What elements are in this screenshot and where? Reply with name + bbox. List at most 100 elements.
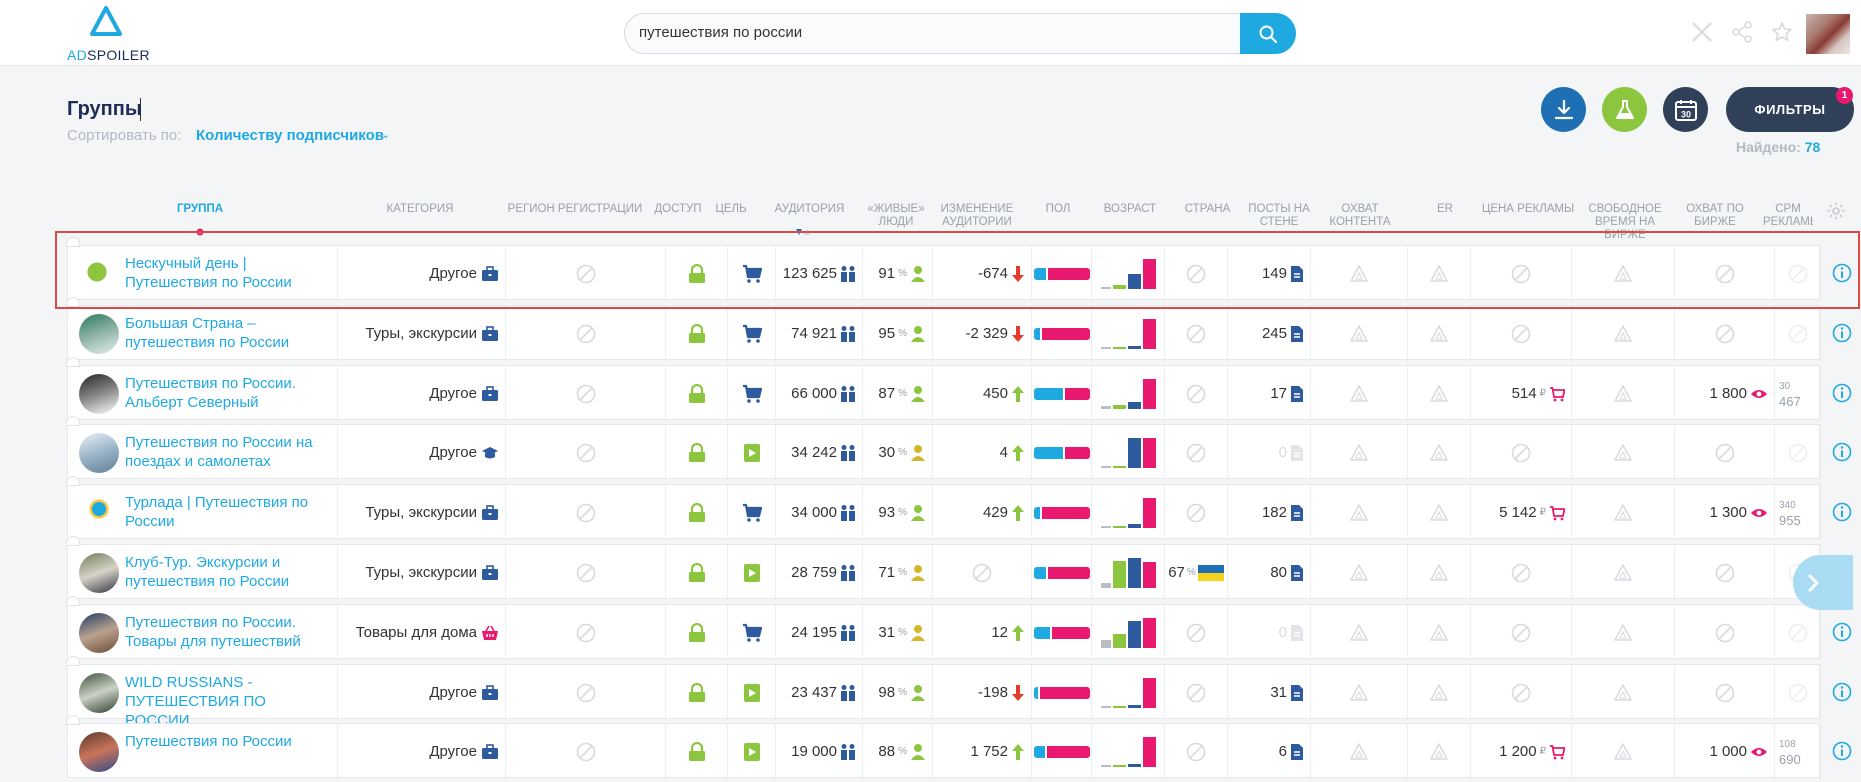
- settings-gear-icon[interactable]: [1826, 201, 1846, 221]
- group-name-link[interactable]: Большая Страна – путешествия по России: [125, 315, 290, 351]
- unavailable-triangle-icon: [1614, 264, 1632, 282]
- column-group[interactable]: Группа: [176, 203, 224, 215]
- avatar[interactable]: [1806, 14, 1850, 54]
- person-icon: [911, 265, 925, 282]
- column-category[interactable]: Категория: [386, 203, 454, 215]
- column-region[interactable]: Регион регистрации: [507, 203, 643, 215]
- row-tab-handle[interactable]: [66, 416, 80, 426]
- unavailable-triangle-icon: [1430, 742, 1448, 760]
- row-tab-handle[interactable]: [66, 656, 80, 666]
- group-name-link[interactable]: Турлада | Путешествия по России: [125, 494, 309, 530]
- group-avatar[interactable]: [79, 374, 119, 414]
- group-name-link[interactable]: Путешествия по России. Альберт Северный: [125, 375, 296, 411]
- share-icon[interactable]: [1730, 20, 1754, 44]
- row-tab-handle[interactable]: [66, 237, 80, 247]
- post-icon: [1291, 325, 1303, 342]
- person-icon: [911, 743, 925, 760]
- table-cell: [1032, 485, 1092, 540]
- column-live-people[interactable]: «Живые» люди: [867, 203, 925, 228]
- info-button[interactable]: [1832, 682, 1852, 702]
- adspoiler-logo[interactable]: ADSPOILER: [67, 6, 153, 63]
- row-tab-handle[interactable]: [66, 596, 80, 606]
- unavailable-triangle-icon: [1430, 384, 1448, 402]
- column-goal[interactable]: Цель: [715, 203, 747, 215]
- info-button[interactable]: [1832, 502, 1852, 522]
- info-button[interactable]: [1832, 263, 1852, 283]
- post-icon: [1291, 684, 1303, 701]
- unavailable-triangle-icon: [1350, 324, 1368, 342]
- arrow-down-icon: [1012, 325, 1024, 342]
- table-cell: Большая Страна – путешествия по России: [68, 306, 338, 361]
- group-avatar[interactable]: [79, 493, 119, 533]
- info-button[interactable]: [1832, 383, 1852, 403]
- close-icon[interactable]: [1690, 20, 1714, 44]
- column-audience-change[interactable]: Изменение аудитории: [940, 203, 1014, 228]
- column-exchange-reach[interactable]: Охват по бирже: [1686, 203, 1744, 228]
- search-button[interactable]: [1240, 13, 1296, 54]
- group-name-link[interactable]: WILD RUSSIANS - ПУТЕШЕСТВИЯ ПО РОССИИ: [125, 674, 266, 729]
- group-name-link[interactable]: Путешествия по России: [125, 733, 292, 750]
- table-cell: [1092, 246, 1165, 301]
- group-name-link[interactable]: Путешествия по России на поездах и самол…: [125, 434, 313, 470]
- group-avatar[interactable]: [79, 254, 119, 294]
- column-access[interactable]: Доступ: [654, 203, 702, 215]
- column-cpm[interactable]: CPM рекламы: [1763, 203, 1813, 228]
- star-icon[interactable]: [1770, 20, 1794, 44]
- chevron-down-icon[interactable]: ⌄: [381, 129, 391, 141]
- age-bar: [1112, 284, 1126, 289]
- group-avatar[interactable]: [79, 732, 119, 772]
- table-cell: [1311, 724, 1408, 779]
- group-avatar[interactable]: [79, 553, 119, 593]
- table-cell: [728, 366, 776, 421]
- calendar-button[interactable]: 30: [1663, 87, 1708, 132]
- flask-button[interactable]: [1602, 87, 1647, 132]
- group-avatar[interactable]: [79, 433, 119, 473]
- percent-sign: %: [898, 687, 907, 698]
- group-name-link[interactable]: Клуб-Тур. Экскурсии и путешествия по Рос…: [125, 554, 290, 590]
- search-input[interactable]: [639, 24, 1239, 41]
- exchange-reach: 1 800: [1709, 385, 1747, 402]
- group-avatar[interactable]: [79, 613, 119, 653]
- disabled-icon: [1186, 443, 1206, 462]
- table-cell: [1092, 306, 1165, 361]
- column-audience[interactable]: Аудитория: [774, 203, 845, 215]
- info-button[interactable]: [1832, 741, 1852, 761]
- row-tab-handle[interactable]: [66, 297, 80, 307]
- row-tab-handle[interactable]: [66, 536, 80, 546]
- gender-female-bar: [1042, 506, 1090, 519]
- column-gender[interactable]: Пол: [1045, 203, 1071, 215]
- info-button[interactable]: [1832, 442, 1852, 462]
- unavailable-triangle-icon: [1350, 503, 1368, 521]
- person-icon: [911, 385, 925, 402]
- info-button[interactable]: [1832, 323, 1852, 343]
- filters-button[interactable]: ФИЛЬТРЫ: [1726, 87, 1854, 132]
- group-name-link[interactable]: Нескучный день | Путешествия по России: [125, 255, 292, 291]
- group-avatar[interactable]: [79, 673, 119, 713]
- category: Туры, экскурсии: [365, 325, 499, 342]
- info-button[interactable]: [1832, 622, 1852, 642]
- country-percent: 67: [1168, 564, 1185, 581]
- table-cell: Путешествия по России. Товары для путеше…: [68, 605, 338, 660]
- row-tab-handle[interactable]: [66, 715, 80, 725]
- group-avatar[interactable]: [79, 314, 119, 354]
- column-wall-posts[interactable]: Посты на стене: [1248, 203, 1310, 228]
- sort-dropdown[interactable]: Количеству подписчиков: [196, 127, 384, 144]
- cpm-value: 30 467: [1775, 379, 1801, 409]
- disabled-icon: [1715, 443, 1734, 462]
- table-cell: [506, 485, 666, 540]
- row-tab-handle[interactable]: [66, 476, 80, 486]
- group-name-link[interactable]: Путешествия по России. Товары для путеше…: [125, 614, 301, 650]
- table-cell: [1775, 425, 1821, 480]
- column-ad-price[interactable]: Цена рекламы: [1481, 203, 1575, 215]
- row-tab-handle[interactable]: [66, 357, 80, 367]
- column-er[interactable]: ER: [1437, 203, 1453, 215]
- column-age[interactable]: Возраст: [1103, 203, 1157, 215]
- scroll-right-button[interactable]: [1793, 555, 1853, 610]
- person-icon: [911, 564, 925, 581]
- download-button[interactable]: [1541, 87, 1586, 132]
- column-country[interactable]: Страна: [1184, 203, 1231, 215]
- unavailable-triangle-icon: [1430, 443, 1448, 461]
- table-cell: Путешествия по России. Альберт Северный: [68, 366, 338, 421]
- search-box: [624, 13, 1296, 54]
- column-content-reach[interactable]: Охват контента: [1329, 203, 1391, 228]
